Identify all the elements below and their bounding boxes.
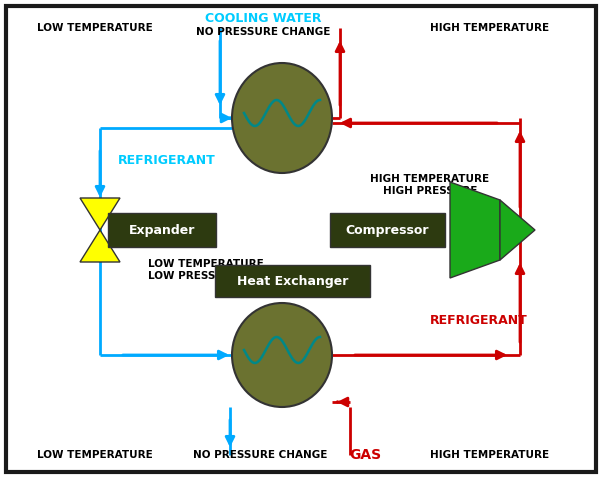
- Text: GAS: GAS: [349, 448, 381, 462]
- Text: Compressor: Compressor: [346, 224, 429, 237]
- Text: HIGH TEMPERATURE: HIGH TEMPERATURE: [430, 23, 550, 33]
- Text: HIGH TEMPERATURE
HIGH PRESSURE: HIGH TEMPERATURE HIGH PRESSURE: [370, 174, 489, 196]
- Polygon shape: [500, 200, 535, 260]
- Polygon shape: [80, 198, 120, 230]
- Polygon shape: [450, 182, 500, 278]
- Text: COOLING WATER: COOLING WATER: [205, 11, 321, 24]
- Text: LOW TEMPERATURE: LOW TEMPERATURE: [37, 23, 153, 33]
- Text: Expander: Expander: [129, 224, 195, 237]
- Text: Heat Exchanger: Heat Exchanger: [237, 274, 348, 287]
- Text: REFRIGERANT: REFRIGERANT: [118, 153, 216, 166]
- FancyBboxPatch shape: [330, 213, 445, 247]
- Text: NO PRESSURE CHANGE: NO PRESSURE CHANGE: [193, 450, 327, 460]
- Text: HIGH TEMPERATURE: HIGH TEMPERATURE: [430, 450, 550, 460]
- Text: NO PRESSURE CHANGE: NO PRESSURE CHANGE: [196, 27, 330, 37]
- Ellipse shape: [232, 63, 332, 173]
- FancyBboxPatch shape: [108, 213, 216, 247]
- FancyBboxPatch shape: [215, 265, 370, 297]
- Text: LOW TEMPERATURE
LOW PRESSURE: LOW TEMPERATURE LOW PRESSURE: [148, 259, 264, 281]
- Text: REFRIGERANT: REFRIGERANT: [430, 314, 528, 326]
- Ellipse shape: [232, 303, 332, 407]
- Text: LOW TEMPERATURE: LOW TEMPERATURE: [37, 450, 153, 460]
- Polygon shape: [80, 230, 120, 262]
